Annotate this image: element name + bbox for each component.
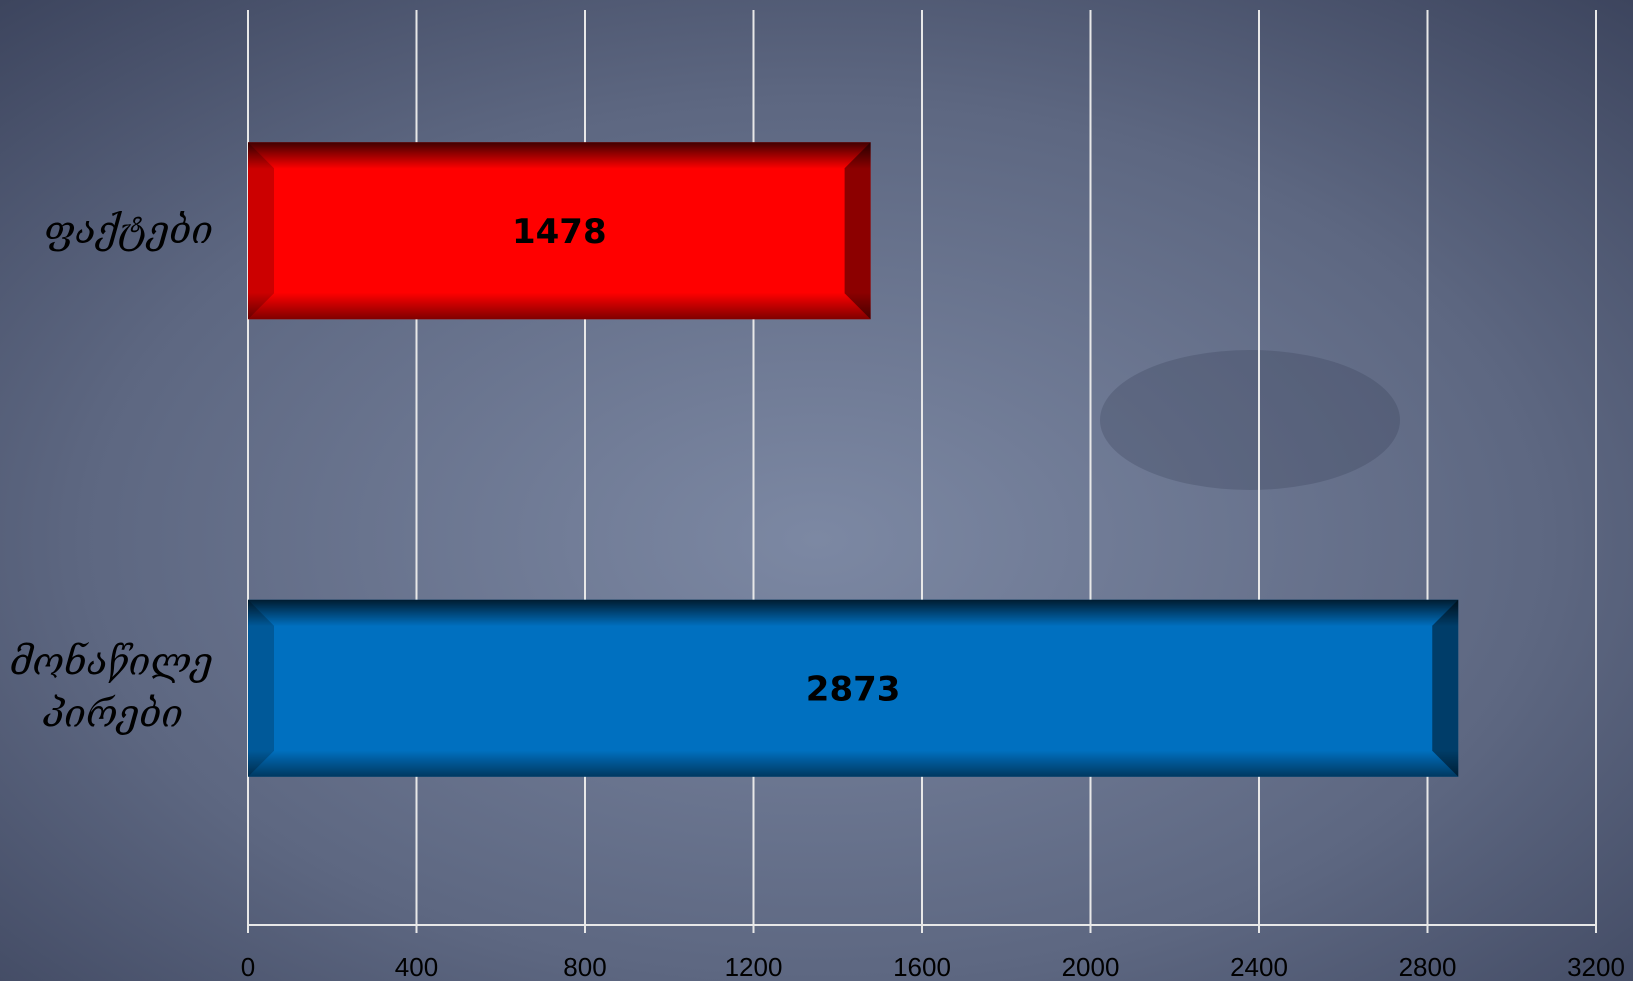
x-tick-label: 1600	[893, 952, 951, 981]
bar-bevel-left	[248, 142, 274, 320]
data-label: 2873	[806, 669, 901, 709]
x-tick-label: 2800	[1399, 952, 1457, 981]
x-tick-label: 1200	[725, 952, 783, 981]
x-tick-label: 800	[563, 952, 606, 981]
x-tick-label: 3200	[1567, 952, 1625, 981]
x-tick-label: 0	[241, 952, 255, 981]
bar-bevel-right	[844, 142, 871, 320]
data-label: 1478	[512, 212, 607, 252]
bar-bevel-right	[1432, 599, 1459, 777]
x-tick-label: 400	[395, 952, 438, 981]
bar-bevel-left	[248, 599, 274, 777]
background-shape	[1100, 350, 1400, 490]
y-tick-label: მონაწილე პირები	[10, 639, 213, 735]
x-tick-label: 2400	[1230, 952, 1288, 981]
y-tick-label: ფაქტები	[44, 208, 213, 252]
bar-bevel	[248, 599, 1459, 777]
x-tick-label: 2000	[1062, 952, 1120, 981]
bar-bevel	[248, 142, 871, 320]
